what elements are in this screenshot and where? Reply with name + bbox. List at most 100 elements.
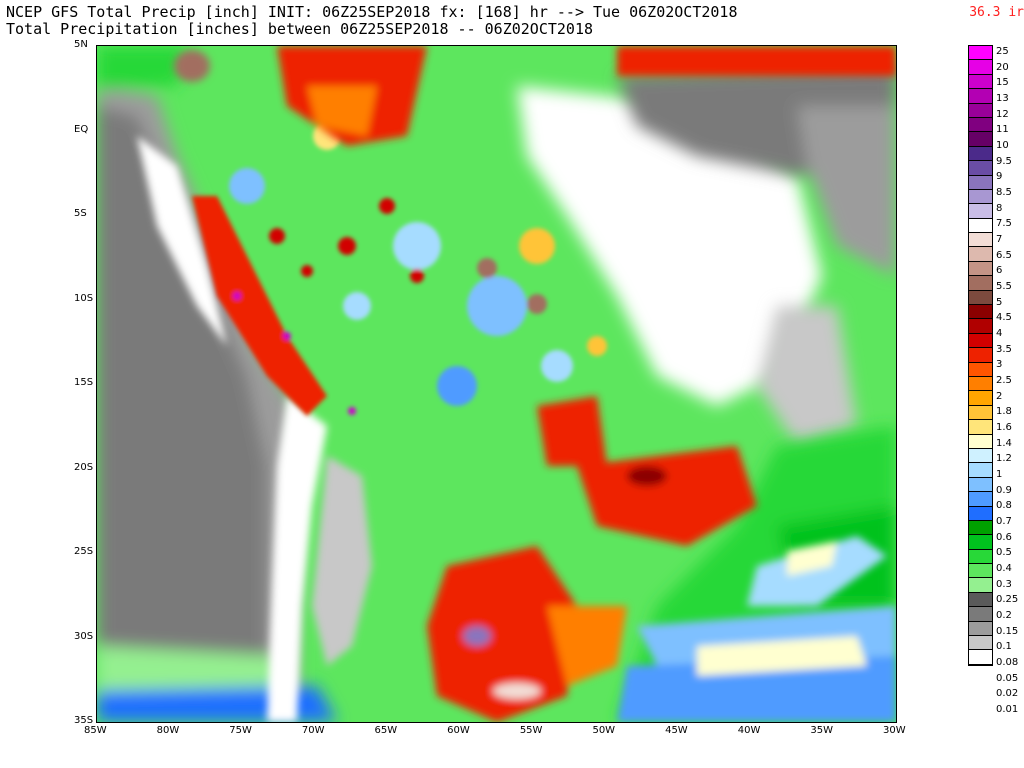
legend-label: 8.5 [996, 187, 1012, 199]
legend-swatch [969, 535, 992, 550]
pacific-dry-zone [97, 46, 337, 722]
legend-swatch [969, 117, 992, 133]
legend-label: 0.1 [996, 641, 1012, 653]
legend-label: 6.5 [996, 249, 1012, 261]
legend-label: 1.6 [996, 422, 1012, 434]
legend-swatch [969, 132, 992, 147]
legend-label: 3.5 [996, 343, 1012, 355]
legend-swatch [969, 420, 992, 435]
legend-label: 0.02 [996, 688, 1019, 700]
legend-label: 9 [996, 171, 1003, 183]
chart-title: NCEP GFS Total Precip [inch] INIT: 06Z25… [6, 3, 738, 21]
legend-label: 10 [996, 140, 1009, 152]
legend-swatch [969, 146, 992, 162]
legend-swatch [969, 592, 992, 608]
legend-label: 11 [996, 124, 1009, 136]
legend-swatch [969, 290, 992, 306]
legend-swatch [969, 448, 992, 464]
legend-swatch [969, 506, 992, 521]
andes-heavy-rain [192, 196, 356, 416]
legend-label: 7 [996, 234, 1003, 246]
legend-swatch [969, 103, 992, 118]
legend-swatch [969, 650, 992, 665]
legend-swatch [969, 60, 992, 75]
lon-label: 35W [810, 725, 833, 736]
legend-swatch [969, 89, 992, 104]
legend-label: 1.2 [996, 453, 1012, 465]
lat-label: 20S [74, 461, 94, 473]
legend-label: 1.4 [996, 437, 1012, 449]
north-coast-heavy-rain [174, 46, 896, 146]
atlantic-dry-zone [617, 66, 896, 446]
lat-label: 5S [74, 208, 87, 219]
legend-swatch [969, 189, 992, 205]
legend-swatch [969, 636, 992, 651]
legend-swatch [969, 362, 992, 377]
legend-swatch [969, 434, 992, 449]
legend-swatch [969, 261, 992, 277]
legend-label: 20 [996, 61, 1009, 73]
legend-label: 0.05 [996, 672, 1019, 684]
lat-label: 5N [74, 39, 88, 50]
legend-label: 0.5 [996, 547, 1012, 559]
southern-brazil-heavy-rain [427, 396, 757, 722]
legend-label: 0.15 [996, 625, 1019, 637]
lat-label: 35S [74, 715, 94, 726]
amazon-convection [229, 122, 607, 406]
lon-label: 85W [84, 725, 107, 736]
legend-label: 4 [996, 328, 1003, 340]
legend-swatch [969, 204, 992, 219]
legend-label: 0.25 [996, 594, 1019, 606]
lat-label: 30S [74, 630, 94, 642]
legend-label: 0.3 [996, 578, 1012, 590]
atlantic-blue-streaks [617, 536, 896, 722]
legend-swatch [969, 621, 992, 637]
lon-label: 55W [519, 725, 543, 736]
legend-swatch [969, 492, 992, 507]
legend-label: 1.8 [996, 406, 1012, 418]
legend-label: 4.5 [996, 312, 1012, 324]
legend-label: 0.7 [996, 516, 1012, 528]
legend-swatch [969, 607, 992, 622]
legend-label: 2.5 [996, 375, 1012, 387]
lon-label: 75W [229, 725, 252, 736]
legend-label: 13 [996, 93, 1009, 104]
legend-label: 6 [996, 265, 1003, 277]
legend-swatch [969, 218, 992, 234]
chart-subtitle: Total Precipitation [inches] between 06Z… [6, 20, 593, 38]
legend-swatch [969, 348, 992, 363]
legend-swatch [969, 305, 992, 320]
legend-swatch [969, 175, 992, 190]
legend-swatch [969, 391, 992, 406]
legend-label: 9.5 [996, 155, 1012, 167]
precipitation-map [96, 45, 897, 723]
lon-label: 40W [737, 725, 761, 736]
legend-swatch [969, 319, 992, 334]
legend-swatch [969, 376, 992, 392]
legend-label: 2 [996, 390, 1003, 402]
lat-label: EQ [74, 123, 89, 135]
legend-swatch [969, 578, 992, 593]
lon-label: 80W [156, 725, 180, 736]
legend-label: 0.08 [996, 657, 1019, 669]
legend-label: 0.01 [996, 704, 1019, 716]
lon-label: 30W [883, 725, 906, 736]
legend-swatch [969, 520, 992, 536]
legend-label: 7.5 [996, 218, 1012, 230]
corner-max-value: 36.3 ir [969, 5, 1024, 20]
legend-swatch [969, 74, 992, 90]
lon-label: 60W [447, 725, 470, 736]
legend-label: 0.4 [996, 563, 1012, 575]
andes-dry-zone [137, 136, 372, 722]
lat-label: 15S [74, 377, 94, 388]
legend-swatch [969, 233, 992, 248]
lat-label: 25S [74, 546, 94, 557]
legend-swatch [969, 276, 992, 291]
legend-label: 3 [996, 359, 1003, 371]
color-legend [968, 45, 993, 666]
lon-label: 70W [301, 725, 325, 736]
legend-swatch [969, 405, 992, 421]
legend-label: 8 [996, 202, 1003, 214]
legend-label: 0.8 [996, 500, 1012, 512]
legend-swatch [969, 161, 992, 176]
